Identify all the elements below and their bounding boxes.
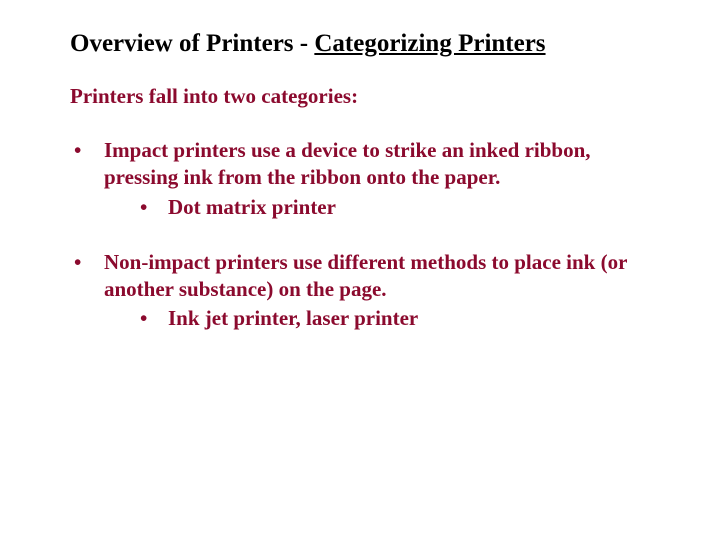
sub-list-item: Ink jet printer, laser printer <box>140 305 660 332</box>
bullet-text: Impact printers use a device to strike a… <box>104 138 591 189</box>
slide-title: Overview of Printers - Categorizing Prin… <box>70 30 660 58</box>
bullet-text: Non-impact printers use different method… <box>104 250 627 301</box>
list-item: Non-impact printers use different method… <box>70 249 660 333</box>
sub-list: Dot matrix printer <box>140 194 660 221</box>
bullet-list: Impact printers use a device to strike a… <box>70 137 660 333</box>
intro-text: Printers fall into two categories: <box>70 84 660 109</box>
title-underlined: Categorizing Printers <box>314 30 545 57</box>
list-item: Impact printers use a device to strike a… <box>70 137 660 221</box>
title-prefix: Overview of Printers - <box>70 30 314 57</box>
slide: Overview of Printers - Categorizing Prin… <box>0 0 720 540</box>
sub-list-item: Dot matrix printer <box>140 194 660 221</box>
sub-list: Ink jet printer, laser printer <box>140 305 660 332</box>
